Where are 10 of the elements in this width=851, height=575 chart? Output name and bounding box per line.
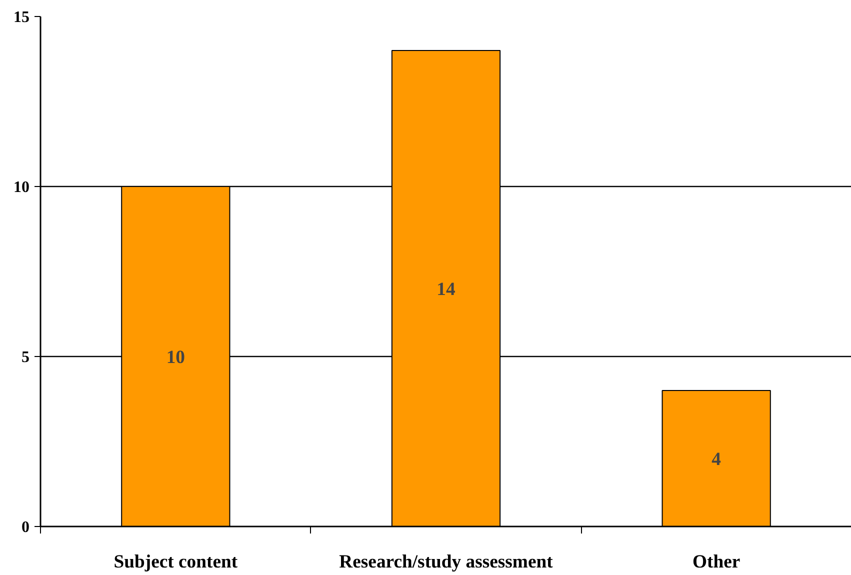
x-tick-label: Other xyxy=(692,552,740,572)
y-tick-label: 10 xyxy=(14,179,30,196)
data-label: 10 xyxy=(166,347,185,368)
x-tick-label: Research/study assessment xyxy=(339,552,554,572)
data-label: 4 xyxy=(712,449,721,470)
x-tick-label: Subject content xyxy=(114,552,238,572)
data-label: 14 xyxy=(436,279,456,300)
y-tick-label: 5 xyxy=(22,349,30,366)
y-tick-label: 15 xyxy=(14,9,30,26)
y-tick-label: 0 xyxy=(22,519,30,536)
